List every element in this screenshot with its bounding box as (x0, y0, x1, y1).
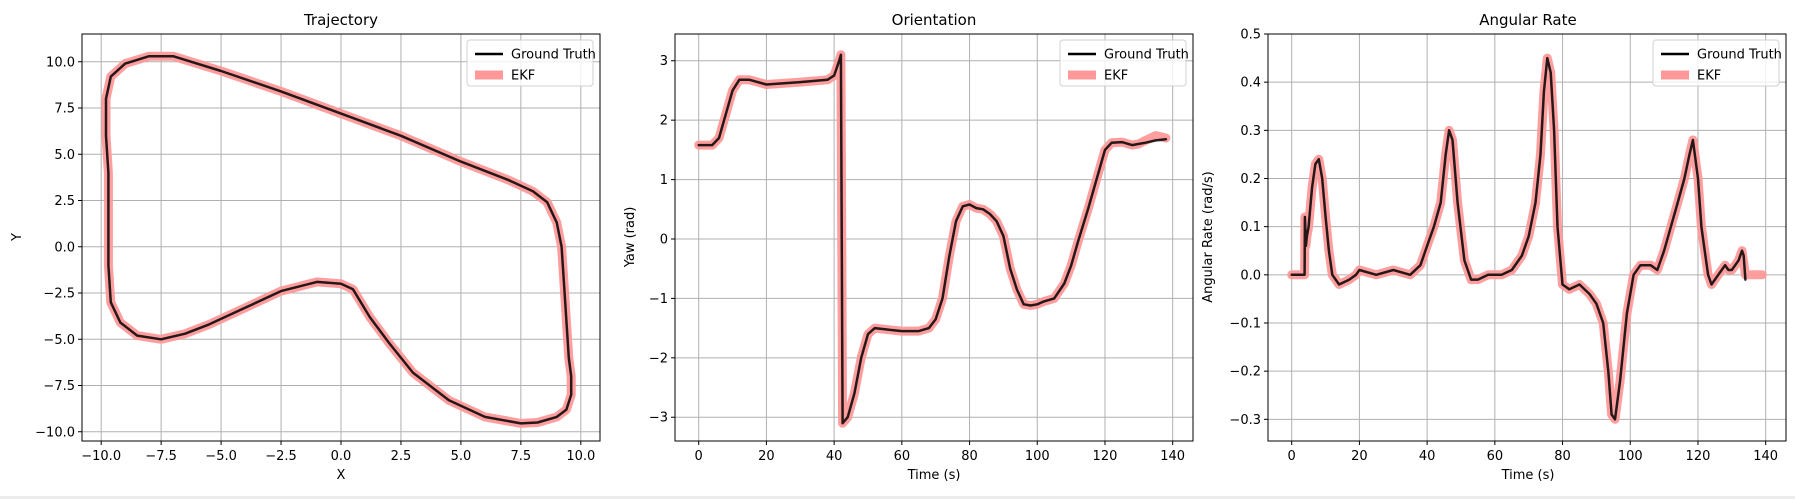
angular-rate-ytick-label: −0.3 (1229, 413, 1261, 428)
orientation-ytick-label: −3 (649, 411, 668, 426)
angular-rate-xtick-label: 20 (1351, 449, 1368, 464)
trajectory-ylabel: Y (10, 233, 25, 242)
angular-rate-ground-truth-line (1290, 56, 1747, 421)
angular-rate-legend: Ground Truth EKF (1652, 39, 1782, 87)
angular-rate-xtick-label: 40 (1419, 449, 1436, 464)
trajectory-series-group (101, 51, 576, 428)
orientation-legend-ground-truth-label: Ground Truth (1104, 48, 1189, 63)
trajectory-ytick-label: −10.0 (35, 425, 75, 440)
orientation-ytick-label: 3 (660, 54, 668, 69)
angular-rate-ytick-label: 0.2 (1240, 172, 1261, 187)
trajectory-xtick-label: −5.0 (205, 449, 237, 464)
trajectory-xtick-label: 2.5 (391, 449, 412, 464)
orientation-ytick-label: 0 (660, 232, 668, 247)
angular-rate-plot: 0 20 40 60 80 100 120 140 −0.3 −0.2 −0.1 0.0 0.1 0.2 0… (1229, 28, 1787, 464)
angular-rate-ytick-label: 0.5 (1240, 28, 1261, 43)
trajectory-legend-ekf-label: EKF (511, 69, 535, 84)
trajectory-ground-truth-line (104, 54, 573, 425)
trajectory-ytick-label: 10.0 (46, 55, 75, 70)
trajectory-ytick-label: 5.0 (54, 148, 75, 163)
trajectory-ytick-label: 0.0 (54, 240, 75, 255)
angular-rate-ytick-label: 0.1 (1240, 220, 1261, 235)
trajectory-ytick-label: 7.5 (54, 102, 75, 117)
orientation-series-group (694, 50, 1171, 428)
orientation-xtick-label: 100 (1025, 449, 1050, 464)
orientation-xlabel: Time (s) (907, 468, 961, 483)
trajectory-ytick-label: −7.5 (43, 379, 75, 394)
orientation-ytick-label: 2 (660, 114, 668, 129)
orientation-legend-ekf-label: EKF (1104, 69, 1128, 84)
orientation-axes-frame (674, 33, 1194, 442)
trajectory-xtick-label: −7.5 (145, 449, 177, 464)
orientation-xtick-label: 0 (695, 449, 703, 464)
angular-rate-xtick-label: 100 (1618, 449, 1643, 464)
trajectory-xlabel: X (337, 468, 346, 483)
trajectory-xtick-label: 7.5 (511, 449, 532, 464)
orientation-xtick-label: 40 (826, 449, 843, 464)
trajectory-xtick-label: 10.0 (566, 449, 595, 464)
orientation-xtick-label: 120 (1093, 449, 1118, 464)
orientation-plot: 0 20 40 60 80 100 120 140 −3 −2 −1 0 1 2 3 Ground Truth… (649, 33, 1194, 464)
angular-rate-ytick-label: 0.4 (1240, 76, 1261, 91)
orientation-xtick-label: 20 (758, 449, 775, 464)
orientation-xtick-label: 140 (1160, 449, 1185, 464)
angular-rate-panel: Angular Rate 0 20 40 60 80 100 120 140 −0.3 −0.2 −… (1201, 11, 1787, 483)
angular-rate-ytick-label: −0.2 (1229, 365, 1261, 380)
trajectory-axes-frame (81, 33, 601, 442)
trajectory-xtick-label: 5.0 (451, 449, 472, 464)
orientation-xtick-label: 60 (894, 449, 911, 464)
angular-rate-axes-frame (1267, 33, 1787, 442)
orientation-title: Orientation (892, 11, 977, 29)
angular-rate-xtick-label: 140 (1753, 449, 1778, 464)
trajectory-ytick-label: −2.5 (43, 287, 75, 302)
angular-rate-xtick-label: 60 (1487, 449, 1504, 464)
orientation-ytick-label: −1 (649, 292, 668, 307)
orientation-ylabel: Yaw (rad) (623, 207, 638, 269)
orientation-xtick-label: 80 (961, 449, 978, 464)
angular-rate-xtick-label: 120 (1686, 449, 1711, 464)
trajectory-xtick-label: −10.0 (81, 449, 121, 464)
orientation-ground-truth-line (697, 53, 1168, 425)
angular-rate-ytick-label: 0.0 (1240, 268, 1261, 283)
trajectory-xtick-label: −2.5 (265, 449, 297, 464)
trajectory-ekf-line (101, 51, 576, 428)
angular-rate-series-group (1287, 53, 1767, 424)
trajectory-ytick-label: 2.5 (54, 194, 75, 209)
orientation-panel: Orientation 0 20 40 60 80 100 120 140 −3 −2 −1 0 1 2 3… (623, 11, 1194, 483)
angular-rate-xtick-label: 0 (1288, 449, 1296, 464)
trajectory-ytick-label: −5.0 (43, 333, 75, 348)
trajectory-title: Trajectory (303, 11, 378, 29)
angular-rate-ylabel: Angular Rate (rad/s) (1201, 171, 1216, 302)
orientation-ytick-label: −2 (649, 351, 668, 366)
angular-rate-title: Angular Rate (1479, 11, 1577, 29)
trajectory-panel: Trajectory −10.0 −7.5 −5.0 −2.5 0.0 2.5 5.0 7.5… (10, 11, 601, 483)
bottom-scroll-edge (0, 496, 1795, 499)
orientation-legend: Ground Truth EKF (1059, 39, 1189, 87)
trajectory-plot: −10.0 −7.5 −5.0 −2.5 0.0 2.5 5.0 7.5 10.0 −10.0 −7… (35, 33, 601, 464)
angular-rate-legend-ground-truth-label: Ground Truth (1697, 48, 1782, 63)
trajectory-xtick-label: 0.0 (331, 449, 352, 464)
angular-rate-ytick-label: 0.3 (1240, 124, 1261, 139)
angular-rate-ytick-label: −0.1 (1229, 316, 1261, 331)
trajectory-legend-ground-truth-label: Ground Truth (511, 48, 596, 63)
trajectory-legend: Ground Truth EKF (466, 39, 596, 87)
angular-rate-legend-ekf-label: EKF (1697, 69, 1721, 84)
orientation-ytick-label: 1 (660, 173, 668, 188)
angular-rate-xlabel: Time (s) (1501, 468, 1555, 483)
angular-rate-xtick-label: 80 (1554, 449, 1571, 464)
